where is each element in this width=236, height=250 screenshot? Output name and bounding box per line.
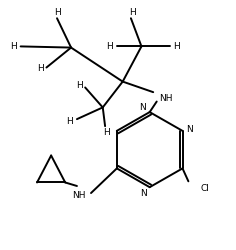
Text: NH: NH <box>159 94 173 102</box>
Text: N: N <box>141 188 147 198</box>
Text: H: H <box>173 42 180 51</box>
Text: Cl: Cl <box>200 184 209 193</box>
Text: H: H <box>129 8 135 17</box>
Text: N: N <box>139 103 146 112</box>
Text: H: H <box>106 42 113 51</box>
Text: NH: NH <box>72 191 86 200</box>
Text: H: H <box>54 8 60 17</box>
Text: H: H <box>10 42 17 51</box>
Text: H: H <box>67 117 73 126</box>
Text: H: H <box>103 128 110 136</box>
Text: H: H <box>37 64 44 73</box>
Text: H: H <box>76 80 83 90</box>
Text: N: N <box>186 125 193 134</box>
